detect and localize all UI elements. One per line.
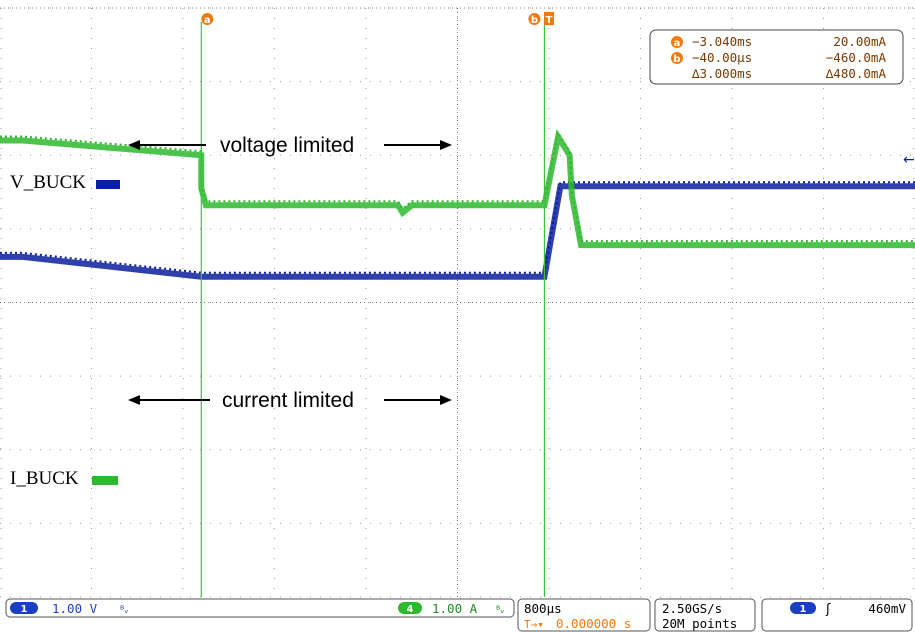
- cursor-b-badge-icon: [671, 52, 683, 64]
- cursor-delta-value: ∆480.0mA: [825, 66, 887, 81]
- svg-text:a: a: [674, 38, 681, 49]
- arrow-right-icon: [440, 395, 452, 405]
- cursor-a-value: 20.00mA: [833, 34, 886, 49]
- ch4-badge: [398, 602, 422, 614]
- series-noise-v-buck: [0, 181, 915, 274]
- series-line-v-buck: [0, 183, 915, 280]
- trigger-marker-label: T: [546, 15, 553, 26]
- bandwidth-limit-icon: ᴮᵥ: [120, 605, 129, 616]
- timebase[interactable]: 800µs: [524, 601, 562, 616]
- cursor-a-time: −3.040ms: [692, 34, 752, 49]
- trigger-level[interactable]: 460mV: [868, 601, 906, 616]
- ch1-scale[interactable]: 1.00 V: [52, 601, 98, 616]
- series-label-i-buck: I_BUCK: [10, 468, 79, 489]
- graticule: [0, 7, 915, 598]
- cursor-a-marker-icon[interactable]: [201, 13, 214, 25]
- arrow-left-icon: [128, 395, 140, 405]
- series-label-v-buck: V_BUCK: [10, 172, 86, 193]
- cursor-delta-time: ∆3.000ms: [691, 66, 752, 81]
- trigger-level-arrow-icon[interactable]: ←: [903, 152, 915, 168]
- annotation-text: current limited: [222, 389, 354, 412]
- annotation-current-limited: current limited: [128, 389, 452, 412]
- ch4-ground-marker[interactable]: [92, 476, 118, 485]
- svg-text:1: 1: [800, 604, 807, 615]
- svg-text:4: 4: [407, 604, 414, 615]
- cursor-b-value: −460.0mA: [826, 50, 887, 65]
- trigger-delay-icon: T→▾: [524, 618, 544, 631]
- cursor-a-tag: a: [204, 15, 211, 26]
- trigger-position-icon[interactable]: [544, 12, 554, 25]
- annotation-text: voltage limited: [220, 134, 354, 157]
- annotation-voltage-limited: voltage limited: [128, 134, 452, 157]
- cursor-readout-box: a −3.040ms 20.00mA b −40.00µs −460.0mA ∆…: [649, 29, 904, 85]
- sample-rate: 2.50GS/s: [662, 601, 722, 616]
- arrow-left-icon: [128, 140, 140, 150]
- record-length: 20M points: [662, 616, 737, 631]
- svg-text:1: 1: [21, 604, 28, 615]
- cursor-b-marker-icon[interactable]: [528, 13, 541, 25]
- ch1-badge: [10, 602, 38, 614]
- rising-edge-icon: ʃ: [825, 602, 831, 617]
- svg-text:b: b: [673, 54, 680, 65]
- ch4-scale[interactable]: 1.00 A: [432, 601, 478, 616]
- arrow-right-icon: [440, 140, 452, 150]
- timebase-box: [517, 598, 651, 632]
- acquisition-box: [654, 598, 756, 632]
- cursor-b-time: −40.00µs: [692, 50, 752, 65]
- status-bar: 1 1.00 V ᴮᵥ 4 1.00 A ᴮᵥ 800µs T→▾ 0.0000…: [5, 598, 913, 632]
- trigger-delay[interactable]: 0.000000 s: [556, 616, 631, 631]
- traces: [0, 128, 915, 280]
- bandwidth-limit-icon: ᴮᵥ: [496, 605, 505, 616]
- trigger-source-badge: [790, 602, 816, 614]
- ch1-ground-marker[interactable]: [96, 180, 120, 189]
- cursor-b-tag: b: [531, 15, 538, 26]
- cursor-a-badge-icon: [671, 36, 683, 48]
